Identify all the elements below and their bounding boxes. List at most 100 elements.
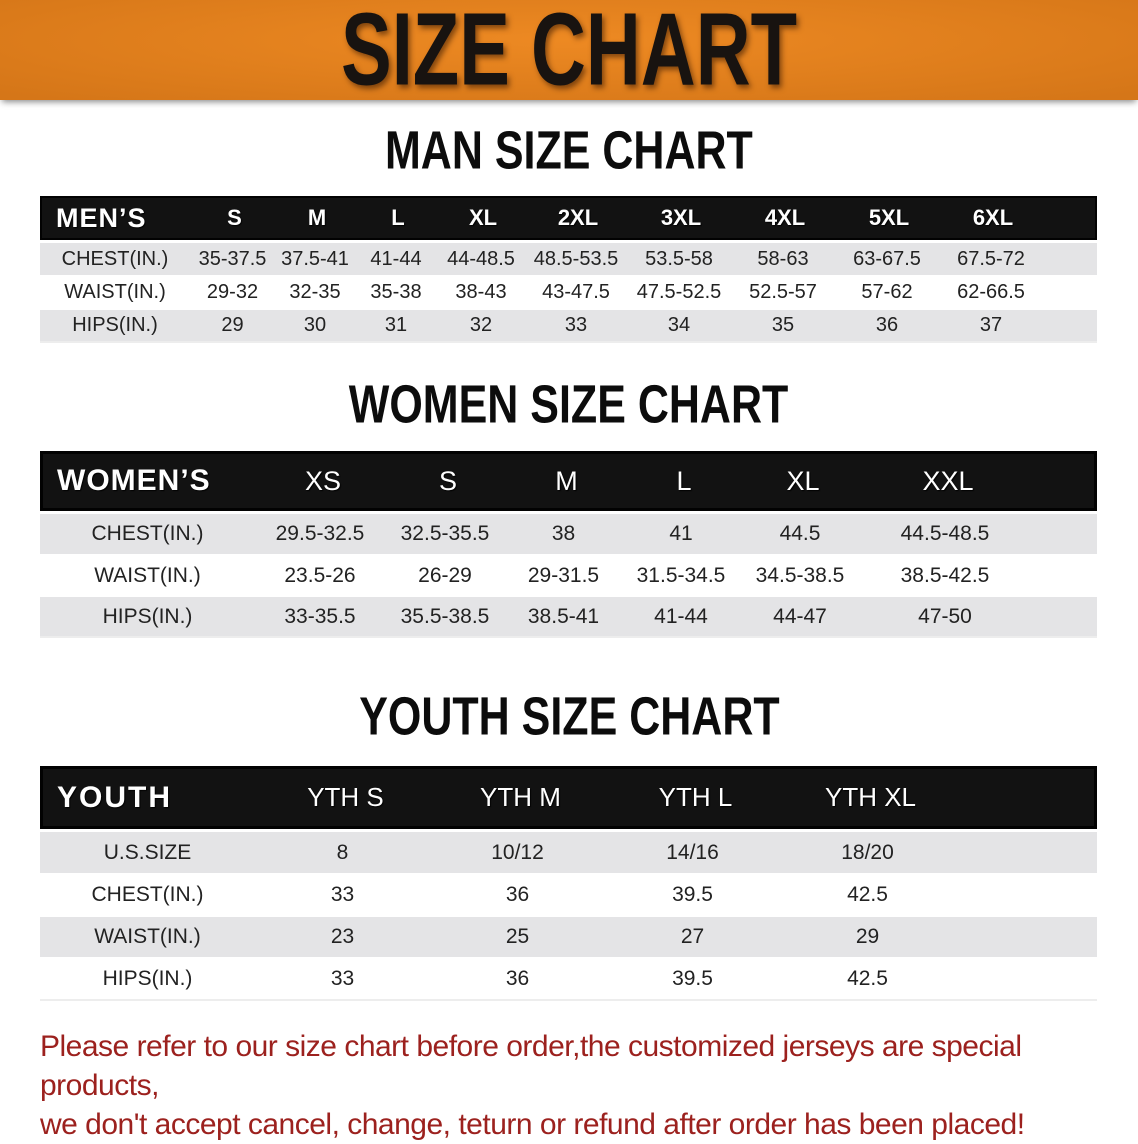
column-header-l: L [676, 465, 692, 496]
column-header-m: M [307, 205, 327, 230]
size-value: 32.5-35.5 [400, 522, 490, 545]
youth-section-heading-text: YOUTH SIZE CHART [358, 685, 780, 747]
womens-size-table-container: WOMEN’S XS S M L XL XXL CHEST(IN.) 29.5-32.5 32.5… [40, 451, 1097, 638]
row-filler-cell [1030, 514, 1097, 555]
size-value: 47.5-52.5 [636, 281, 722, 303]
size-value: 32 [469, 314, 493, 336]
size-value: 58-63 [757, 247, 809, 270]
size-value: 57-62 [861, 281, 913, 303]
size-value: 42.5 [847, 967, 888, 990]
youth-table-title: YOUTH [57, 780, 172, 814]
row-filler-cell [1043, 276, 1097, 309]
row-filler-cell [1043, 243, 1097, 276]
disclaimer-line-2: we don't accept cancel, change, teturn o… [40, 1108, 1025, 1141]
size-value: 41 [669, 522, 693, 545]
size-value: 23 [330, 925, 355, 948]
row-filler-cell [955, 916, 1097, 958]
size-value: 44-48.5 [447, 247, 515, 270]
size-value: 8 [336, 840, 349, 864]
size-value: 34.5-38.5 [755, 563, 845, 587]
row-label: CHEST(IN.) [91, 883, 204, 906]
women-section-heading-text: WOMEN SIZE CHART [349, 373, 789, 435]
row-label: HIPS(IN.) [102, 967, 193, 990]
column-header-m: M [555, 465, 578, 496]
size-value: 29-31.5 [527, 563, 600, 587]
size-value: 41-44 [654, 604, 708, 628]
mens-table-title: MEN’S [56, 202, 147, 233]
column-header-4xl: 4XL [764, 205, 806, 230]
size-value: 67.5-72 [957, 247, 1025, 270]
size-value: 18/20 [841, 840, 894, 864]
size-value: 33 [330, 967, 355, 990]
measurement-row-ussize: U.S.SIZE 8 10/12 14/16 18/20 [40, 832, 1097, 874]
column-header-xl: XL [786, 465, 820, 496]
size-value: 31 [384, 314, 408, 336]
size-value: 35 [771, 314, 795, 336]
size-value: 43-47.5 [542, 281, 610, 303]
womens-table-header-bar: WOMEN’S XS S M L XL XXL [40, 451, 1097, 511]
banner-title: SIZE CHART [341, 0, 797, 107]
row-filler-cell [955, 832, 1097, 874]
column-header-yth-s: YTH S [307, 782, 384, 812]
column-header-6xl: 6XL [972, 205, 1014, 230]
measurement-row-chestin: CHEST(IN.) 35-37.5 37.5-41 41-44 44-48.5 48.5… [40, 243, 1097, 276]
row-label: U.S.SIZE [103, 840, 192, 864]
measurement-row-waistin: WAIST(IN.) 29-32 32-35 35-38 38-43 43-47.5 47.… [40, 276, 1097, 309]
size-value: 47-50 [918, 604, 972, 628]
size-value: 35.5-38.5 [400, 604, 490, 628]
row-label: WAIST(IN.) [64, 281, 166, 303]
size-value: 34 [667, 314, 691, 336]
disclaimer: Please refer to our size chart before or… [40, 1027, 1123, 1144]
row-filler-cell [1030, 596, 1097, 637]
size-value: 33 [330, 883, 355, 906]
size-value: 63-67.5 [853, 247, 921, 270]
size-value: 37.5-41 [281, 247, 349, 270]
women-section-heading: WOMEN SIZE CHART [0, 373, 1138, 435]
row-filler-cell [955, 874, 1097, 916]
column-header-xs: XS [304, 465, 342, 496]
youth-size-section: YOUTH SIZE CHART YOUTH YTH S YTH M YTH L YTH… [0, 685, 1138, 1001]
column-header-yth-xl: YTH XL [824, 782, 917, 812]
mens-size-table: CHEST(IN.) 35-37.5 37.5-41 41-44 44-48.5 48.5… [40, 243, 1097, 343]
size-value: 10/12 [491, 840, 544, 864]
measurement-row-waistin: WAIST(IN.) 23 25 27 29 [40, 916, 1097, 958]
size-value: 48.5-53.5 [533, 247, 619, 270]
womens-size-table: CHEST(IN.) 29.5-32.5 32.5-35.5 38 41 44.5 44.5… [40, 514, 1097, 638]
size-value: 62-66.5 [957, 281, 1025, 303]
mens-table-header-bar: MEN’S S M L XL 2XL 3XL 4XL 5XL 6XL [40, 196, 1097, 240]
column-header-5xl: 5XL [868, 205, 910, 230]
youth-section-heading: YOUTH SIZE CHART [0, 685, 1138, 747]
size-value: 39.5 [672, 967, 713, 990]
size-value: 30 [303, 314, 327, 336]
youth-size-table: U.S.SIZE 8 10/12 14/16 18/20 CHEST(IN.) 33 36 39… [40, 832, 1097, 1001]
disclaimer-line-1: Please refer to our size chart before or… [40, 1030, 1022, 1102]
size-value: 42.5 [847, 883, 888, 906]
measurement-row-hipsin: HIPS(IN.) 33-35.5 35.5-38.5 38.5-41 41-44 44-… [40, 596, 1097, 637]
row-label: WAIST(IN.) [94, 563, 201, 587]
size-value: 53.5-58 [645, 247, 713, 270]
size-value: 14/16 [666, 840, 719, 864]
row-label: WAIST(IN.) [94, 925, 201, 948]
measurement-row-hipsin: HIPS(IN.) 33 36 39.5 42.5 [40, 958, 1097, 1000]
youth-table-header-bar: YOUTH YTH S YTH M YTH L YTH XL [40, 766, 1097, 829]
size-value: 26-29 [418, 563, 472, 587]
mens-size-table-container: MEN’S S M L XL 2XL 3XL 4XL 5XL 6XL CHEST(IN.) 35-37… [40, 196, 1097, 343]
man-section-heading-text: MAN SIZE CHART [385, 119, 753, 181]
size-chart-banner: SIZE CHART [0, 0, 1138, 107]
row-label: CHEST(IN.) [61, 247, 169, 270]
size-value: 25 [505, 925, 530, 948]
size-value: 29-32 [206, 281, 259, 303]
womens-table-title: WOMEN’S [57, 464, 211, 497]
size-value: 36 [875, 314, 899, 336]
column-header-xxl: XXL [922, 465, 974, 496]
size-value: 44.5 [779, 522, 821, 545]
measurement-row-chestin: CHEST(IN.) 29.5-32.5 32.5-35.5 38 41 44.5 44.5… [40, 514, 1097, 555]
size-value: 33-35.5 [284, 604, 356, 628]
column-header-l: L [391, 205, 405, 230]
man-size-section: MAN SIZE CHART MEN’S S M L XL 2XL 3XL 4XL 5XL 6XL… [0, 119, 1138, 343]
size-value: 31.5-34.5 [636, 563, 726, 587]
size-value: 36 [505, 967, 530, 990]
size-value: 29 [855, 925, 880, 948]
row-filler-cell [1043, 309, 1097, 342]
youth-size-table-container: YOUTH YTH S YTH M YTH L YTH XL U.S.SIZE 8 10/12… [40, 766, 1097, 1001]
